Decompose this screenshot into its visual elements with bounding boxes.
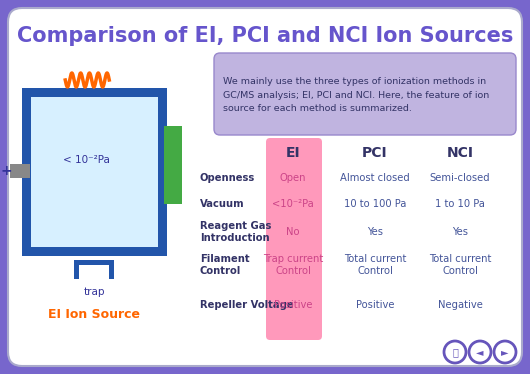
Text: Total current
Control: Total current Control [429, 254, 491, 276]
FancyBboxPatch shape [266, 138, 322, 340]
Bar [109, 265, 114, 279]
Text: Almost closed: Almost closed [340, 173, 410, 183]
Bar [22, 88, 31, 256]
Bar [74, 260, 114, 265]
Text: PCI: PCI [362, 146, 388, 160]
Text: Yes: Yes [367, 227, 383, 237]
Text: Comparison of EI, PCI and NCI Ion Sources: Comparison of EI, PCI and NCI Ion Source… [17, 26, 513, 46]
Text: Repeller Voltage: Repeller Voltage [200, 300, 294, 310]
Text: < 10⁻²Pa: < 10⁻²Pa [63, 155, 109, 165]
Text: ⏮: ⏮ [452, 347, 458, 357]
Bar [10, 164, 30, 178]
Text: +: + [0, 164, 12, 178]
Bar [158, 88, 167, 256]
Text: Openness: Openness [200, 173, 255, 183]
Bar [22, 88, 167, 97]
Text: We mainly use the three types of ionization methods in
GC/MS analysis; EI, PCI a: We mainly use the three types of ionizat… [223, 77, 489, 113]
Text: Open: Open [280, 173, 306, 183]
Text: Negative: Negative [438, 300, 482, 310]
Text: 10 to 100 Pa: 10 to 100 Pa [344, 199, 406, 209]
Text: Total current
Control: Total current Control [344, 254, 406, 276]
Text: Positive: Positive [274, 300, 312, 310]
Text: Semi-closed: Semi-closed [430, 173, 490, 183]
Text: Trap current
Control: Trap current Control [263, 254, 323, 276]
Text: No: No [286, 227, 300, 237]
Text: ◄: ◄ [476, 347, 484, 357]
Text: NCI: NCI [446, 146, 473, 160]
Text: Positive: Positive [356, 300, 394, 310]
Text: <10⁻²Pa: <10⁻²Pa [272, 199, 314, 209]
FancyBboxPatch shape [8, 8, 522, 366]
Text: Filament
Control: Filament Control [200, 254, 250, 276]
Bar [31, 97, 158, 247]
FancyBboxPatch shape [214, 53, 516, 135]
Text: Yes: Yes [452, 227, 468, 237]
Text: EI Ion Source: EI Ion Source [48, 307, 140, 321]
Text: 1 to 10 Pa: 1 to 10 Pa [435, 199, 485, 209]
Bar [164, 126, 182, 204]
Text: Reagent Gas
Introduction: Reagent Gas Introduction [200, 221, 271, 243]
Text: EI: EI [286, 146, 301, 160]
Bar [74, 265, 79, 279]
Text: ►: ► [501, 347, 509, 357]
Text: trap: trap [83, 287, 105, 297]
Text: Vacuum: Vacuum [200, 199, 245, 209]
Bar [22, 247, 167, 256]
